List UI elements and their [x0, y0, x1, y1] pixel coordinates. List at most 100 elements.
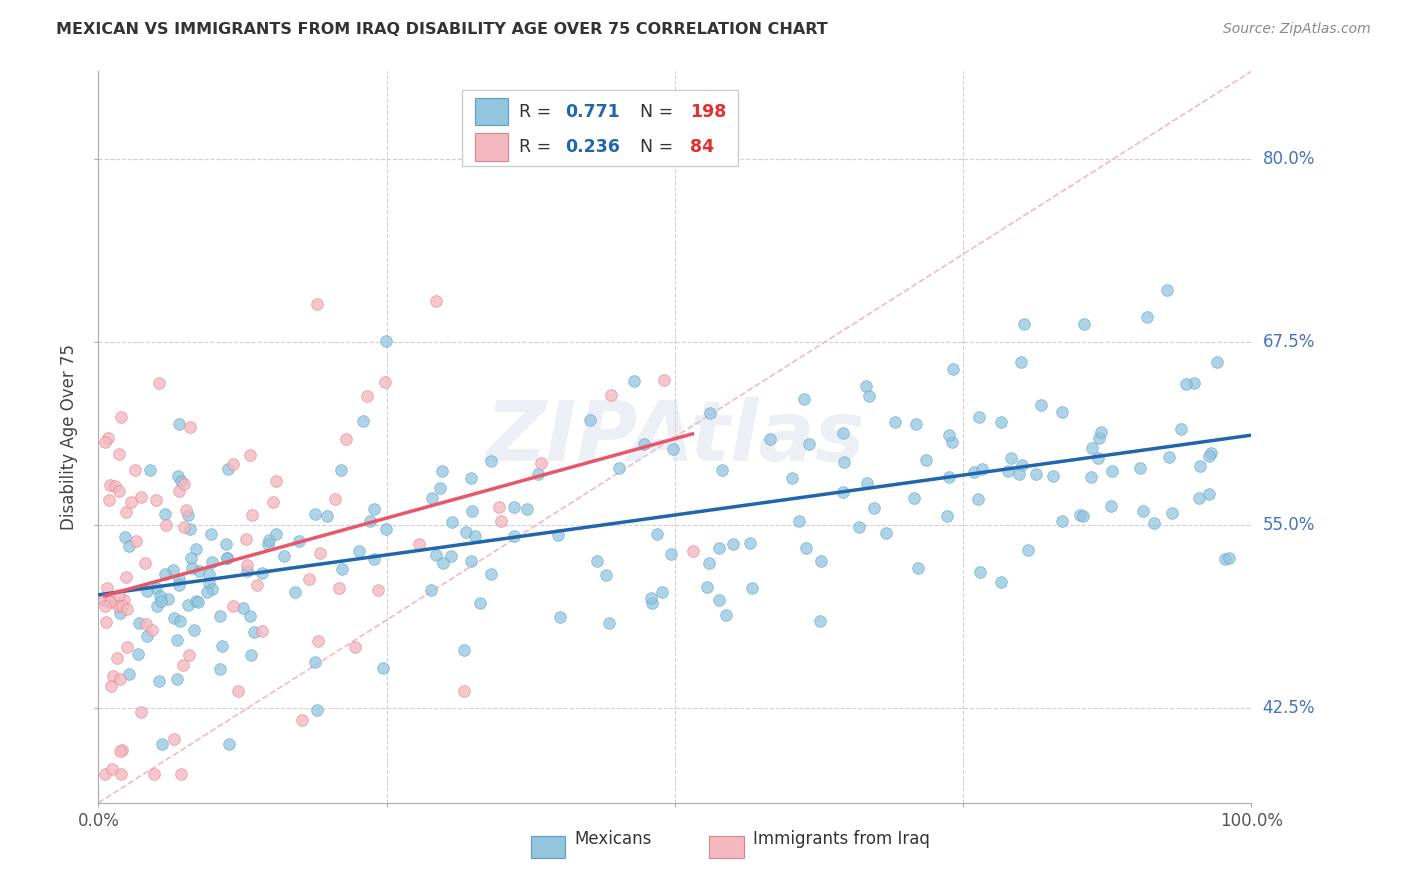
Point [1073, 318, 1095, 332]
Point [408, 537, 430, 551]
Point [454, 525, 477, 540]
Point [184, 541, 207, 556]
Point [273, 549, 295, 563]
Point [166, 632, 188, 647]
Point [211, 640, 233, 654]
Point [441, 515, 464, 529]
Point [198, 567, 221, 582]
Point [117, 539, 139, 553]
Point [963, 465, 986, 479]
Point [453, 642, 475, 657]
Point [600, 388, 623, 402]
Point [139, 463, 162, 477]
Point [129, 705, 152, 719]
Point [167, 578, 190, 592]
Point [218, 737, 240, 751]
Point [169, 614, 191, 628]
Text: 55.0%: 55.0% [1263, 516, 1315, 533]
Point [659, 547, 682, 561]
FancyBboxPatch shape [710, 836, 744, 858]
Point [1050, 405, 1073, 419]
Point [547, 528, 569, 542]
Point [155, 567, 177, 582]
Point [432, 464, 454, 478]
Point [479, 567, 502, 582]
Point [145, 581, 167, 595]
Point [1000, 451, 1022, 466]
Point [298, 572, 321, 586]
Point [875, 526, 897, 541]
Point [257, 533, 280, 547]
Point [110, 766, 132, 780]
Point [1099, 499, 1122, 513]
Text: 0.771: 0.771 [565, 103, 620, 120]
Point [515, 501, 537, 516]
Point [149, 589, 172, 603]
Point [1161, 506, 1184, 520]
Point [240, 648, 263, 663]
Point [914, 453, 936, 467]
Y-axis label: Disability Age Over 75: Disability Age Over 75 [60, 344, 79, 530]
Point [1199, 446, 1222, 460]
Point [1129, 460, 1152, 475]
Point [1136, 310, 1159, 324]
Point [440, 549, 463, 564]
Point [586, 554, 609, 568]
Point [343, 640, 366, 655]
Point [651, 584, 673, 599]
Point [252, 566, 274, 581]
Point [623, 374, 645, 388]
Point [239, 608, 262, 623]
Point [98, 595, 121, 609]
Point [307, 296, 329, 310]
Text: N =: N = [628, 137, 679, 156]
Point [787, 514, 810, 528]
Point [550, 609, 572, 624]
Point [94, 599, 117, 614]
Point [110, 410, 132, 425]
Point [239, 449, 262, 463]
Point [98, 593, 121, 607]
Point [167, 573, 190, 587]
Point [284, 585, 307, 599]
Point [468, 596, 491, 610]
Point [181, 561, 204, 575]
Text: Mexicans: Mexicans [575, 830, 652, 848]
Point [235, 558, 257, 573]
Text: 67.5%: 67.5% [1263, 333, 1315, 351]
Point [707, 592, 730, 607]
Point [167, 483, 190, 498]
Point [1182, 376, 1205, 391]
Point [799, 437, 821, 451]
Point [1188, 491, 1211, 505]
Point [114, 531, 136, 545]
Text: 0.236: 0.236 [565, 137, 620, 156]
Point [1042, 469, 1064, 483]
Point [488, 500, 510, 515]
Point [201, 582, 224, 597]
Point [969, 565, 991, 579]
Point [308, 546, 330, 560]
Point [432, 556, 454, 570]
Point [264, 527, 287, 541]
Point [264, 474, 287, 488]
Point [862, 500, 884, 515]
Point [105, 651, 128, 665]
Point [226, 684, 249, 698]
Point [1080, 441, 1102, 455]
Point [163, 732, 186, 747]
Point [834, 455, 856, 469]
Point [972, 462, 994, 476]
Point [179, 420, 201, 434]
Point [645, 527, 668, 541]
Point [179, 648, 201, 662]
Point [252, 624, 274, 638]
Point [108, 672, 131, 686]
Point [425, 549, 447, 563]
Point [503, 500, 526, 515]
Point [1090, 425, 1112, 439]
Point [177, 508, 200, 522]
Point [183, 624, 205, 638]
Point [120, 495, 142, 509]
Point [1011, 458, 1033, 472]
